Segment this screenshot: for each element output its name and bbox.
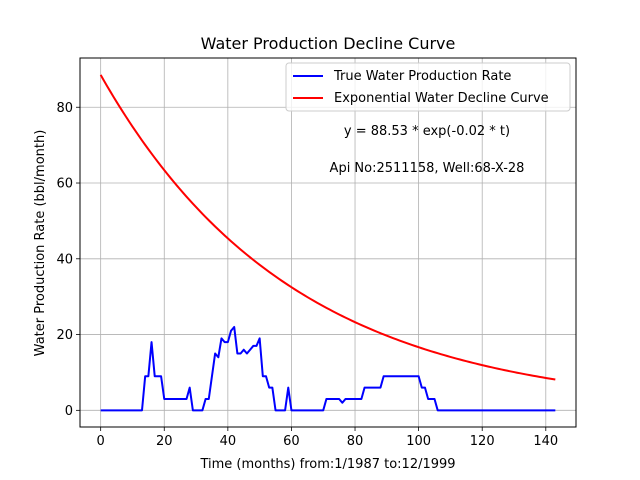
x-tick-label: 80: [347, 434, 364, 449]
y-tick-label: 60: [56, 177, 73, 192]
series-exponential-water-decline-curve: [99, 74, 556, 381]
series-true-water-production-rate: [100, 325, 556, 412]
legend-box: [285, 62, 571, 112]
grid: [80, 58, 576, 427]
x-tick-label: 120: [470, 434, 495, 449]
x-tick-label: 20: [156, 434, 173, 449]
x-tick-label: 100: [406, 434, 431, 449]
plot-lines: [99, 74, 556, 412]
legend-label-true-rate: True Water Production Rate: [333, 69, 511, 84]
chart-title: Water Production Decline Curve: [201, 34, 456, 53]
x-axis-label: Time (months) from:1/1987 to:12/1999: [199, 457, 455, 472]
y-tick-label: 40: [56, 252, 73, 267]
y-tick-label: 20: [56, 328, 73, 343]
y-axis: 0 20 40 60 80: [56, 101, 80, 419]
x-axis: 0 20 40 60 80 100 120 140: [97, 427, 558, 449]
x-tick-label: 60: [283, 434, 300, 449]
x-tick-label: 0: [97, 434, 105, 449]
x-tick-label: 40: [220, 434, 237, 449]
x-tick-label: 140: [533, 434, 558, 449]
equation-annotation: y = 88.53 * exp(-0.02 * t): [344, 124, 510, 139]
y-tick-label: 0: [65, 404, 73, 419]
plot-frame: [79, 57, 577, 428]
well-annotation: Api No:2511158, Well:68-X-28: [330, 161, 525, 176]
y-tick-label: 80: [56, 101, 73, 116]
y-axis-label: Water Production Rate (bbl/month): [33, 130, 48, 357]
legend: True Water Production Rate Exponential W…: [285, 62, 571, 112]
legend-label-decline-curve: Exponential Water Decline Curve: [334, 91, 549, 106]
